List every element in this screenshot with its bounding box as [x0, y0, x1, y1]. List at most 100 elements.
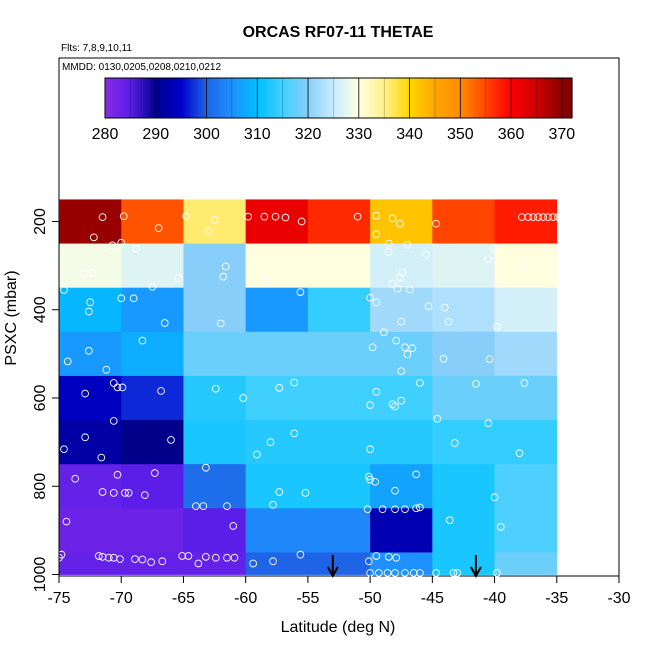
observation-point [401, 505, 409, 514]
observation-point [401, 569, 409, 577]
arrow-head [470, 566, 482, 579]
colorbar-swatch [389, 78, 393, 118]
colorbar-swatch [358, 78, 362, 118]
colorbar-swatch [455, 78, 459, 118]
heatmap-cell [307, 243, 371, 289]
colorbar-swatch [308, 78, 312, 118]
flights-label: Flts: 7,8,9,10,11 [61, 43, 132, 54]
observation-point [121, 489, 129, 497]
observation-point [493, 569, 501, 577]
observation-point [440, 303, 449, 312]
observation-point [178, 552, 187, 560]
observation-point [408, 344, 417, 352]
heatmap-cell [307, 375, 371, 421]
colorbar-swatch [290, 78, 294, 118]
heatmap-cell [432, 199, 495, 244]
colorbar-swatch [432, 78, 436, 118]
colorbar-swatch [348, 78, 352, 118]
colorbar-swatch [259, 78, 263, 118]
colorbar-swatch [231, 78, 236, 118]
y-tick-label: 800 [32, 473, 49, 500]
colorbar-swatch [533, 78, 538, 118]
colorbar-swatch [216, 78, 220, 118]
observation-point [396, 219, 404, 228]
colorbar-swatch [110, 78, 114, 118]
heatmap-cell [59, 287, 122, 333]
observation-point [81, 389, 89, 398]
colorbar-swatch [186, 78, 190, 118]
observation-point [445, 516, 454, 525]
heatmap-cells [59, 199, 558, 575]
colorbar-swatch [379, 78, 383, 118]
observation-point [290, 429, 299, 438]
colorbar-swatch [234, 78, 238, 118]
colorbar-swatch [226, 78, 230, 118]
observation-point [378, 505, 387, 514]
colorbar-tick-label: 310 [244, 126, 271, 143]
heatmap-cell [59, 552, 122, 575]
x-tick-label: -45 [421, 590, 444, 607]
heatmap-cell [245, 287, 309, 333]
colorbar-swatch [480, 78, 484, 118]
observation-point [374, 569, 383, 577]
observation-point [271, 212, 280, 221]
observation-point [391, 569, 399, 577]
colorbar-swatch [262, 78, 266, 118]
observation-point [199, 502, 208, 510]
y-tick-label: 600 [32, 385, 49, 412]
y-tick-label: 1000 [32, 557, 49, 593]
heatmap-cell [370, 375, 433, 421]
colorbar-swatch [277, 78, 281, 118]
colorbar-swatch [125, 78, 129, 118]
observation-point [366, 475, 374, 484]
colorbar-tick-label: 300 [193, 126, 220, 143]
colorbar-swatch [457, 78, 461, 118]
colorbar-swatch [338, 78, 342, 118]
colorbar-swatch [201, 78, 205, 118]
colorbar-swatch [155, 78, 159, 118]
colorbar-swatch [488, 78, 492, 118]
observation-point [393, 284, 402, 293]
observation-point [194, 559, 203, 568]
colorbar-swatch [473, 78, 477, 118]
heatmap-cell [370, 199, 433, 244]
colorbar-swatch [523, 78, 527, 118]
colorbar-swatch [315, 78, 319, 118]
observation-point [372, 298, 381, 307]
observation-point [371, 477, 379, 486]
observation-point [192, 502, 200, 510]
observation-point [372, 230, 381, 239]
colorbar-swatch [381, 78, 385, 118]
observation-point [383, 569, 392, 577]
colorbar-swatch [485, 78, 489, 118]
observation-point [141, 491, 149, 499]
colorbar-swatch [249, 78, 253, 118]
colorbar-swatch [335, 78, 340, 118]
observation-point [157, 387, 165, 395]
colorbar-swatch [211, 78, 215, 118]
observation-point [223, 502, 231, 510]
colorbar-swatch [158, 78, 162, 118]
colorbar-swatch [285, 78, 289, 118]
observation-point [266, 438, 275, 446]
heatmap-cell [183, 331, 247, 377]
colorbar-swatch [495, 78, 499, 118]
colorbar-swatch [330, 78, 335, 118]
observation-point [219, 272, 228, 281]
observation-point [182, 212, 190, 221]
colorbar-swatch [254, 78, 258, 118]
observation-point [160, 319, 169, 327]
observation-point [403, 350, 412, 359]
observation-point [398, 268, 407, 277]
heatmap-cell [59, 508, 122, 553]
colorbar-swatch [168, 78, 172, 118]
x-tick-label: -35 [545, 590, 568, 607]
colorbar-swatch [219, 78, 223, 118]
colorbar-swatch [264, 78, 269, 118]
colorbar-swatch [305, 78, 309, 118]
observation-point [472, 380, 480, 388]
heatmap-cell [432, 552, 495, 575]
observation-point [524, 213, 533, 221]
observation-point [244, 212, 253, 221]
observation-point [275, 488, 284, 496]
